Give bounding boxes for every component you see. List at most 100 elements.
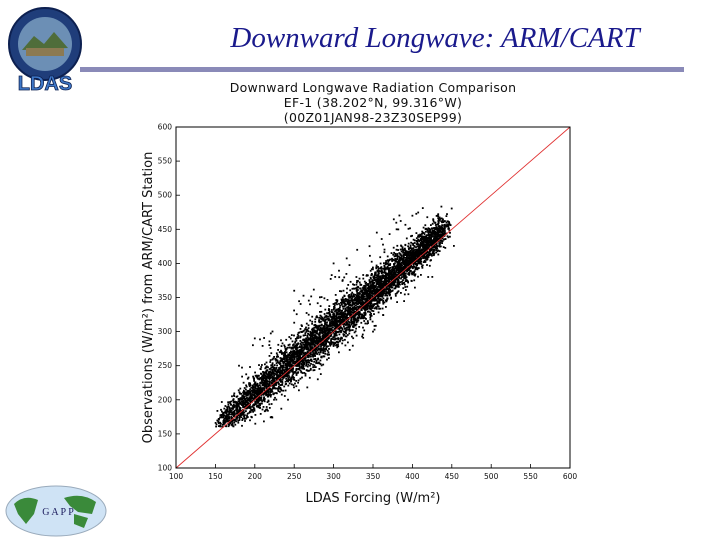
scatter-point xyxy=(380,295,383,298)
scatter-point xyxy=(333,334,336,337)
scatter-point xyxy=(352,293,355,296)
scatter-point xyxy=(225,414,228,416)
scatter-point xyxy=(245,410,247,412)
scatter-point xyxy=(249,398,252,401)
scatter-point xyxy=(284,368,287,371)
scatter-point xyxy=(342,289,345,292)
scatter-point xyxy=(382,297,385,300)
scatter-point xyxy=(286,354,289,357)
scatter-point xyxy=(402,263,405,266)
scatter-point xyxy=(393,287,396,290)
scatter-point xyxy=(428,264,431,267)
scatter-points xyxy=(214,205,455,428)
scatter-point xyxy=(396,253,399,255)
scatter-point xyxy=(362,295,364,297)
scatter-point xyxy=(440,235,443,238)
scatter-point xyxy=(344,310,346,313)
scatter-point xyxy=(426,239,428,242)
scatter-point xyxy=(410,251,413,254)
scatter-point xyxy=(338,331,340,333)
slide-title: Downward Longwave: ARM/CART xyxy=(230,22,640,54)
scatter-point xyxy=(228,417,230,420)
scatter-point xyxy=(416,245,419,248)
scatter-point xyxy=(228,410,230,413)
scatter-point xyxy=(249,401,252,404)
scatter-point xyxy=(279,372,281,375)
scatter-point xyxy=(292,343,295,346)
scatter-point xyxy=(386,287,389,290)
scatter-point xyxy=(363,320,366,322)
scatter-point xyxy=(401,280,403,283)
scatter-point xyxy=(360,321,363,324)
scatter-point xyxy=(413,242,416,244)
scatter-point xyxy=(441,228,444,231)
scatter-point xyxy=(427,251,430,254)
scatter-point xyxy=(306,365,309,368)
scatter-point xyxy=(290,383,293,386)
scatter-point xyxy=(361,303,363,306)
scatter-point xyxy=(413,259,416,262)
scatter-point xyxy=(258,393,260,396)
scatter-point xyxy=(328,323,331,326)
scatter-point xyxy=(431,241,434,244)
scatter-point xyxy=(375,287,378,290)
scatter-point xyxy=(306,343,309,345)
scatter-point xyxy=(265,392,268,395)
scatter-point xyxy=(346,302,349,304)
scatter-point xyxy=(259,403,261,405)
scatter-point xyxy=(407,247,410,250)
scatter-point xyxy=(418,240,421,243)
scatter-point xyxy=(307,332,309,335)
scatter-point xyxy=(269,391,272,394)
scatter-point xyxy=(372,283,375,286)
scatter-point xyxy=(344,307,347,310)
scatter-point xyxy=(384,266,386,269)
scatter-point xyxy=(357,292,360,294)
scatter-point xyxy=(313,364,316,367)
scatter-point xyxy=(363,289,366,292)
scatter-point xyxy=(300,341,303,344)
scatter-point xyxy=(309,369,312,371)
scatter-point xyxy=(351,291,354,294)
scatter-point xyxy=(351,335,353,338)
scatter-point xyxy=(339,319,341,321)
scatter-point xyxy=(237,400,240,403)
scatter-point xyxy=(386,272,389,275)
scatter-point xyxy=(437,249,440,252)
scatter-point xyxy=(421,264,424,267)
scatter-point xyxy=(346,303,349,305)
scatter-point xyxy=(429,233,432,236)
scatter-point xyxy=(266,401,269,403)
scatter-point xyxy=(353,320,355,323)
scatter-point xyxy=(390,290,393,292)
scatter-point xyxy=(271,372,274,375)
scatter-point xyxy=(315,324,318,327)
scatter-point xyxy=(255,402,257,404)
scatter-point xyxy=(286,368,289,370)
scatter-point xyxy=(447,223,449,226)
scatter-point xyxy=(385,267,388,270)
scatter-point xyxy=(360,295,363,297)
scatter-point xyxy=(272,377,275,380)
scatter-point xyxy=(437,220,440,223)
scatter-point xyxy=(342,307,345,310)
scatter-point xyxy=(406,256,408,258)
scatter-point xyxy=(423,254,426,256)
scatter-point xyxy=(292,378,295,381)
scatter-point xyxy=(381,295,384,298)
scatter-point xyxy=(318,343,321,346)
scatter-point xyxy=(344,324,347,326)
scatter-point xyxy=(426,247,428,250)
scatter-point xyxy=(228,424,231,426)
scatter-point xyxy=(270,374,273,377)
scatter-point xyxy=(253,398,255,401)
scatter-point xyxy=(400,266,403,269)
scatter-point xyxy=(370,308,372,311)
scatter-point xyxy=(373,303,376,306)
scatter-point xyxy=(410,254,412,257)
scatter-point xyxy=(318,319,320,321)
scatter-point xyxy=(370,277,372,280)
scatter-point xyxy=(401,264,403,267)
scatter-point xyxy=(376,289,379,292)
scatter-point xyxy=(407,251,410,253)
